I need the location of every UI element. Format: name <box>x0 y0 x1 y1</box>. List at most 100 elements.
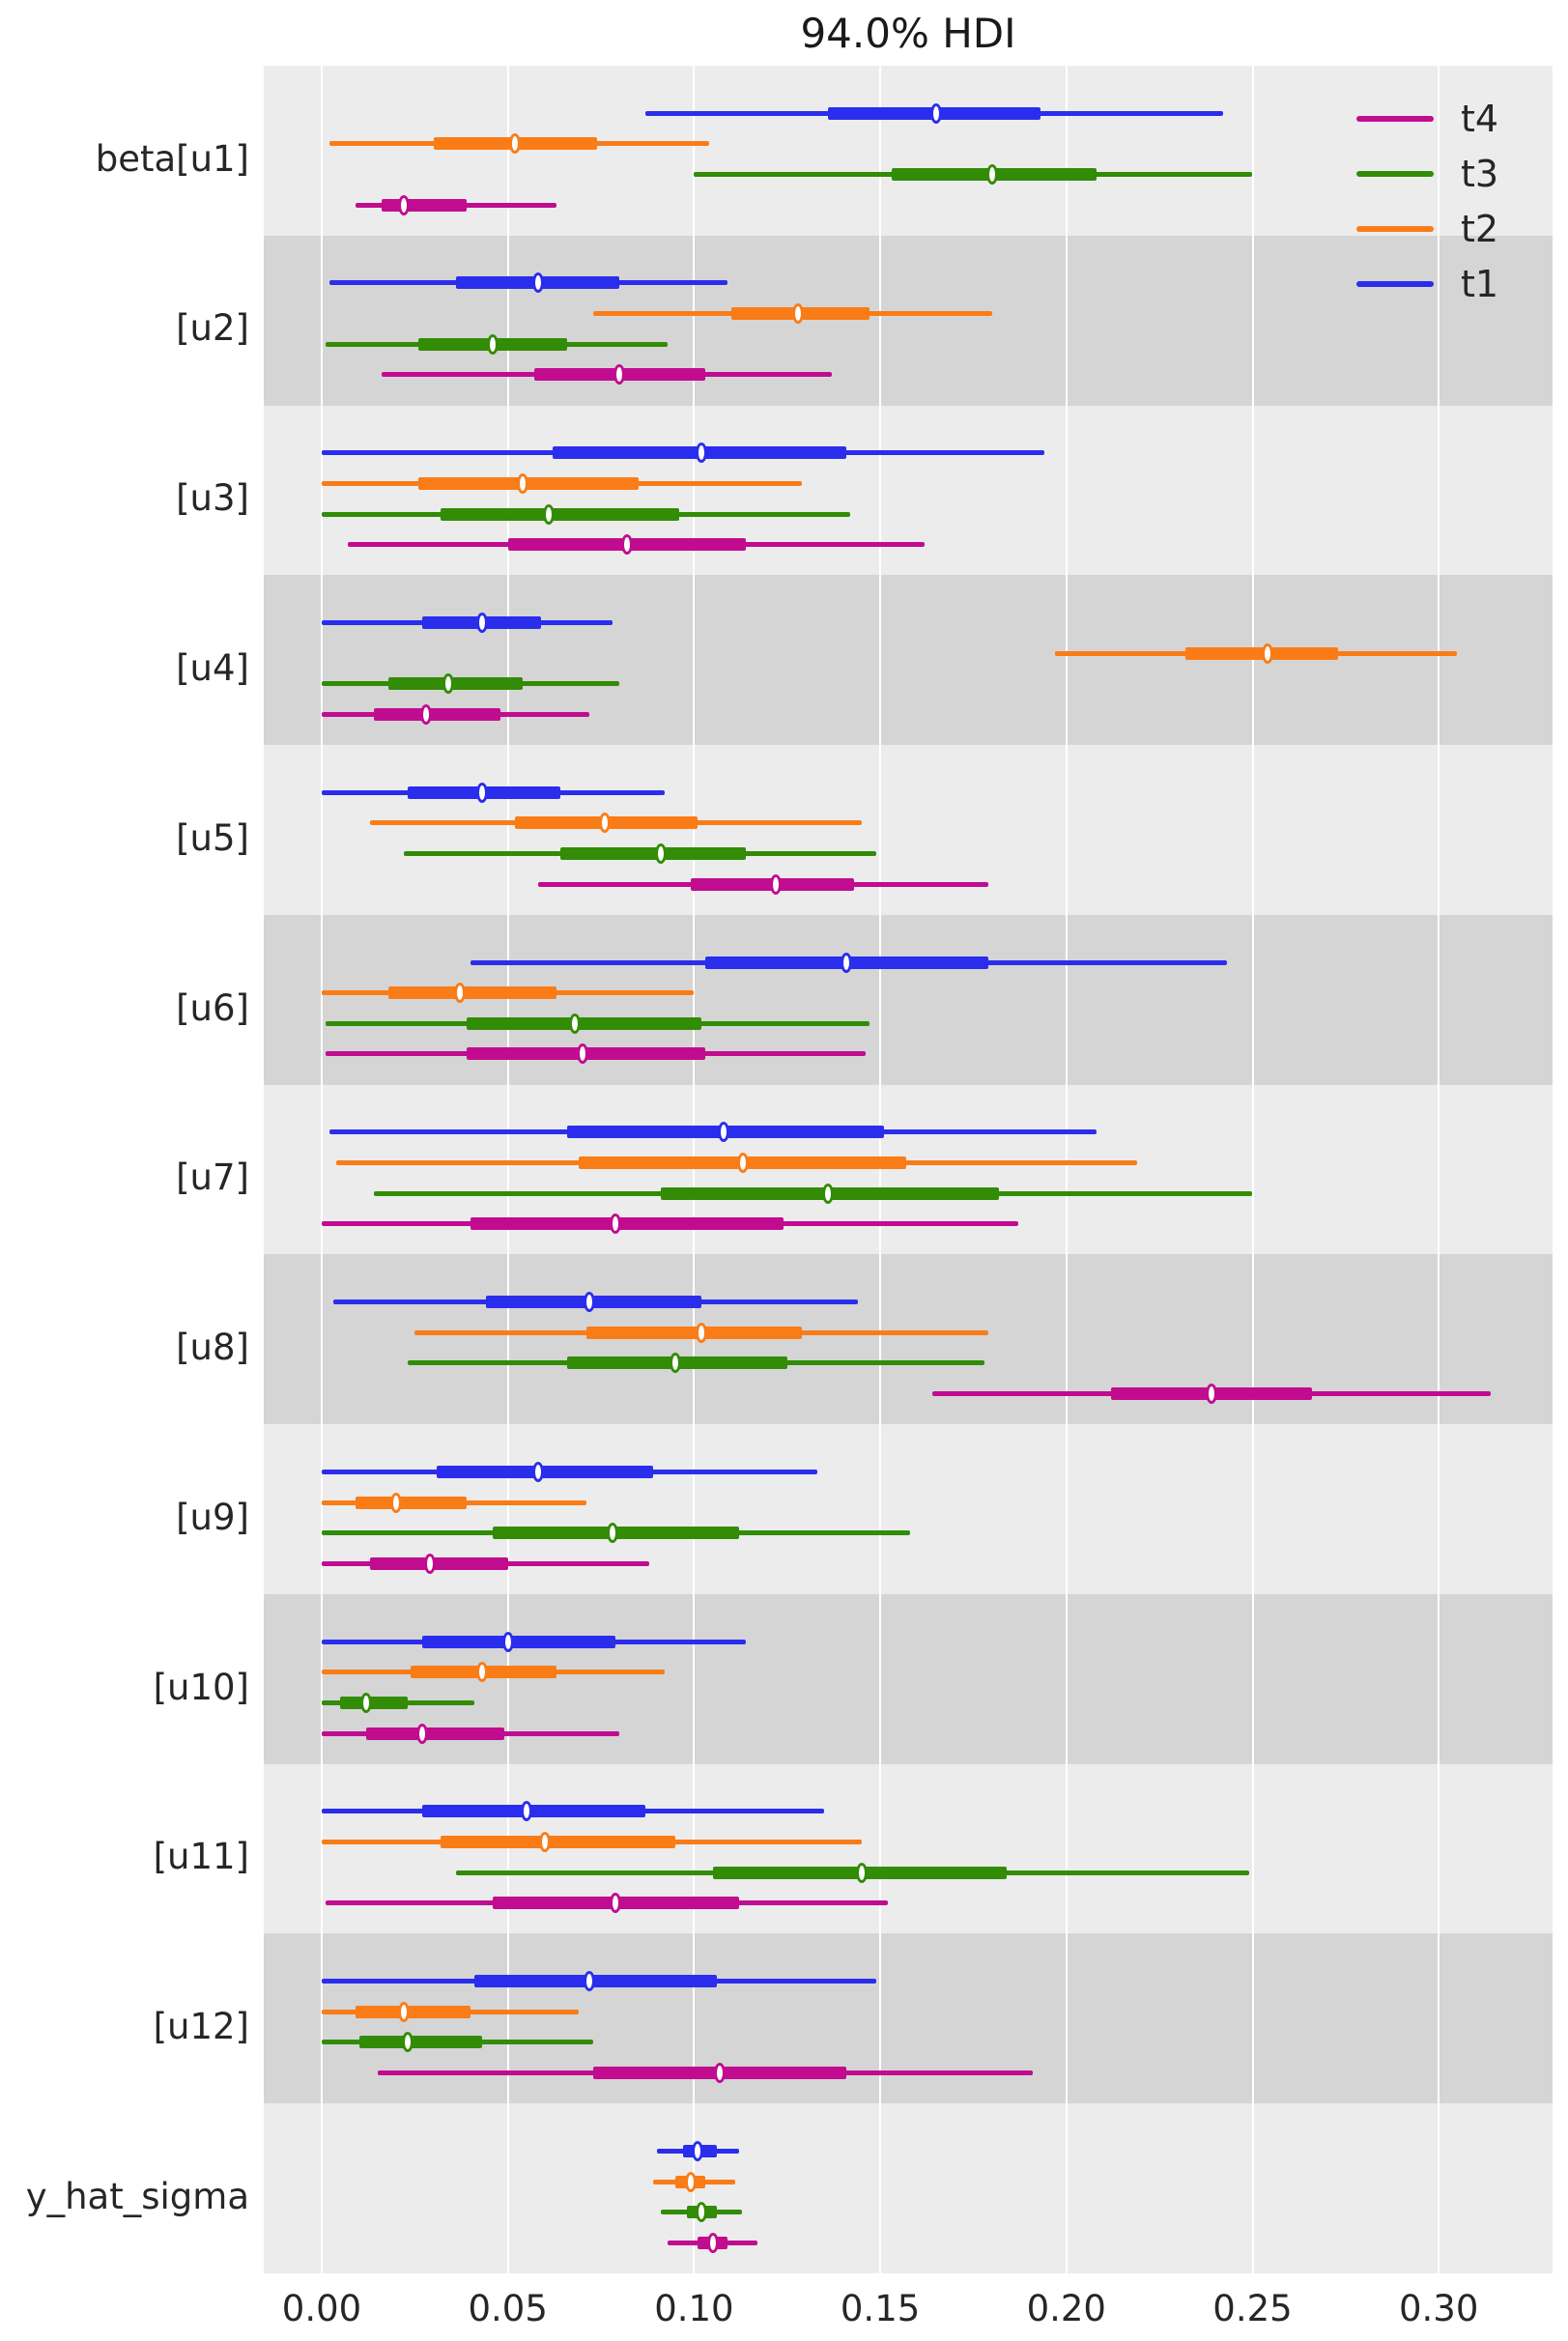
quartile-line <box>470 1217 784 1231</box>
median-marker <box>706 2232 719 2253</box>
quartile-line <box>559 847 747 861</box>
legend-label: t2 <box>1461 207 1499 250</box>
x-tick-label: 0.30 <box>1398 2288 1479 2329</box>
median-marker <box>654 843 667 865</box>
gridline-x <box>1065 66 1068 2273</box>
median-marker <box>501 1631 514 1652</box>
median-marker <box>792 303 805 325</box>
gridline-x <box>1251 66 1254 2273</box>
legend-line-icon <box>1356 225 1434 232</box>
row-label: [u10] <box>153 1666 249 1708</box>
quartile-line <box>388 677 524 691</box>
legend-entry: t1 <box>1356 256 1498 311</box>
quartile-line <box>467 1016 702 1030</box>
quartile-line <box>441 507 679 521</box>
median-marker <box>475 782 488 803</box>
quartile-line <box>441 1836 676 1849</box>
median-marker <box>509 133 522 155</box>
median-marker <box>569 1013 582 1034</box>
quartile-line <box>370 1556 508 1570</box>
median-marker <box>423 1553 436 1574</box>
x-tick-label: 0.25 <box>1212 2288 1293 2329</box>
gridline-x <box>879 66 882 2273</box>
legend-label: t4 <box>1461 97 1499 140</box>
legend-entry: t4 <box>1356 91 1498 146</box>
median-marker <box>401 2032 413 2053</box>
row-label: [u12] <box>153 2006 249 2048</box>
row-label: [u6] <box>176 986 249 1029</box>
median-marker <box>419 703 432 725</box>
legend-line-icon <box>1356 115 1434 122</box>
quartile-line <box>585 1326 803 1339</box>
gridline-x <box>506 66 509 2273</box>
quartile-line <box>422 1635 616 1648</box>
median-marker <box>696 1322 708 1343</box>
row-label: [u11] <box>153 1836 249 1878</box>
median-marker <box>610 1213 622 1235</box>
median-marker <box>390 1492 403 1513</box>
median-marker <box>531 272 544 294</box>
median-marker <box>621 534 634 556</box>
x-tick-label: 0.20 <box>1026 2288 1106 2329</box>
row-label: [u3] <box>176 477 249 520</box>
median-marker <box>985 163 998 185</box>
median-marker <box>841 952 853 973</box>
median-marker <box>397 194 410 215</box>
legend-line-icon <box>1356 170 1434 177</box>
median-marker <box>475 613 488 634</box>
quartile-line <box>437 1465 653 1478</box>
median-marker <box>397 2001 410 2022</box>
median-marker <box>360 1692 373 1713</box>
median-marker <box>475 1662 488 1683</box>
median-marker <box>517 472 529 494</box>
x-tick-label: 0.15 <box>840 2288 921 2329</box>
legend-line-icon <box>1356 280 1434 287</box>
median-marker <box>598 813 611 834</box>
gridline-x <box>693 66 696 2273</box>
median-marker <box>670 1353 682 1374</box>
median-marker <box>714 2063 727 2084</box>
median-marker <box>1261 642 1273 664</box>
chart-title: 94.0% HDI <box>800 10 1016 57</box>
median-marker <box>770 873 783 895</box>
median-marker <box>584 1971 596 1992</box>
gridline-x <box>1438 66 1440 2273</box>
median-marker <box>718 1122 730 1143</box>
row-label: [u9] <box>176 1496 249 1538</box>
quartile-line <box>355 1496 468 1509</box>
legend-label: t3 <box>1461 152 1499 195</box>
x-tick-label: 0.05 <box>468 2288 548 2329</box>
median-marker <box>613 364 626 385</box>
row-label: [u8] <box>176 1327 249 1369</box>
median-marker <box>1206 1384 1218 1404</box>
quartile-line <box>373 707 500 721</box>
quartile-line <box>422 1805 646 1818</box>
median-marker <box>822 1183 835 1204</box>
row-label: y_hat_sigma <box>25 2175 249 2217</box>
median-marker <box>696 443 708 464</box>
median-marker <box>606 1523 618 1544</box>
median-marker <box>929 102 942 124</box>
row-label: [u7] <box>176 1156 249 1199</box>
x-tick-label: 0.00 <box>281 2288 362 2329</box>
legend-entry: t3 <box>1356 146 1498 201</box>
row-label: beta[u1] <box>95 137 249 180</box>
quartile-line <box>366 1727 504 1740</box>
median-marker <box>855 1862 868 1883</box>
median-marker <box>610 1893 622 1914</box>
plot-area <box>264 66 1553 2273</box>
quartile-line <box>474 1975 717 1988</box>
row-label: [u5] <box>176 816 249 859</box>
row-band <box>264 1254 1553 1425</box>
median-marker <box>736 1152 749 1173</box>
median-marker <box>416 1723 429 1744</box>
quartile-line <box>340 1696 408 1709</box>
median-marker <box>531 1461 544 1482</box>
median-marker <box>453 983 466 1004</box>
median-marker <box>684 2171 697 2192</box>
median-marker <box>692 2140 704 2161</box>
row-label: [u4] <box>176 646 249 689</box>
median-marker <box>520 1801 532 1822</box>
median-marker <box>584 1292 596 1313</box>
